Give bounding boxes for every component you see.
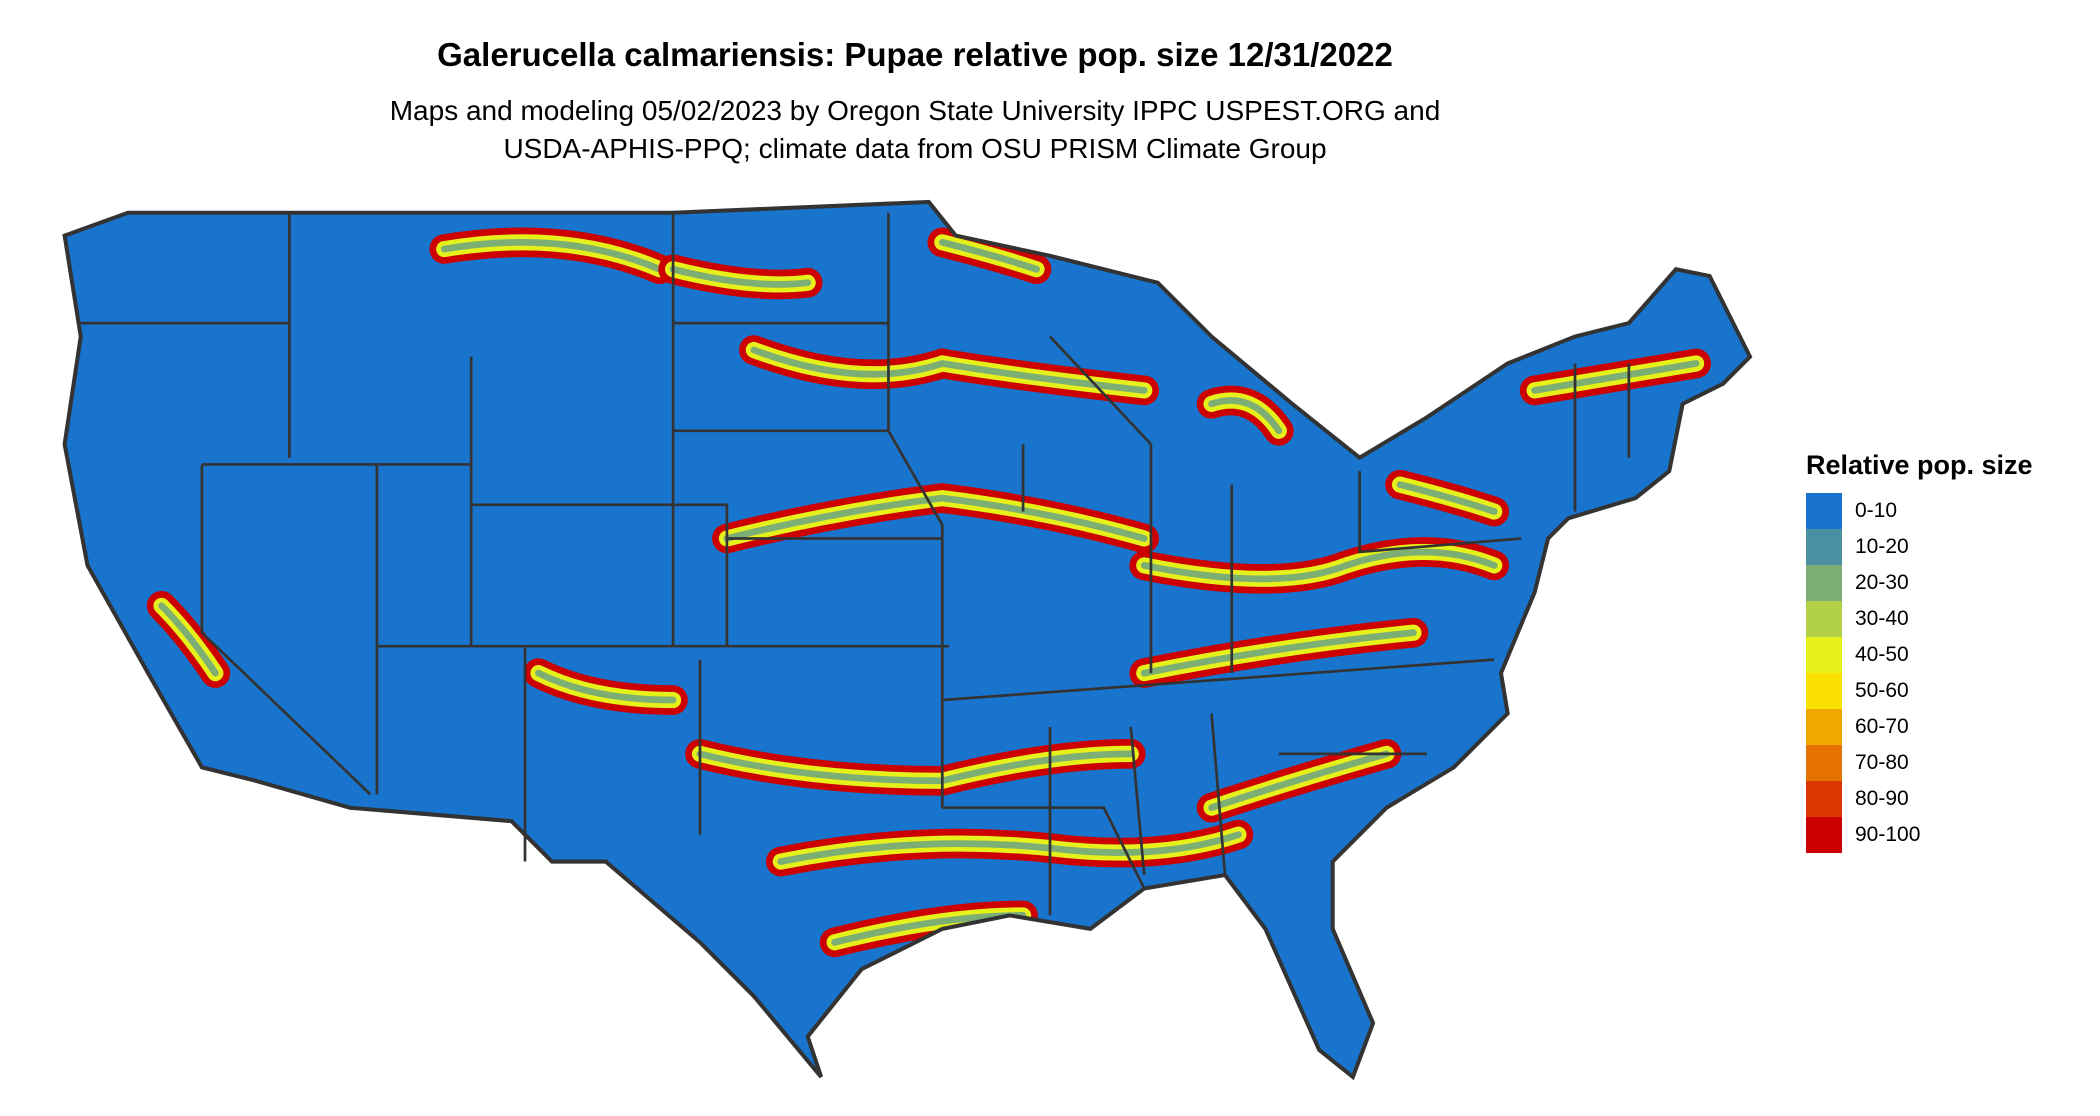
population-band [440,238,663,273]
legend-item: 50-60 [1806,673,2033,709]
legend-label: 40-50 [1855,643,1909,666]
legend-swatch [1806,817,1842,853]
legend-label: 0-10 [1855,499,1898,522]
subtitle-line-2: USDA-APHIS-PPQ; climate data from OSU PR… [503,133,1327,164]
legend-label: 20-30 [1855,571,1909,594]
legend-item: 10-20 [1806,529,2033,565]
population-band [723,494,1148,542]
legend-item: 30-40 [1806,601,2033,637]
legend-item: 80-90 [1806,781,2033,817]
legend-swatch [1806,745,1842,781]
legend-item: 70-80 [1806,745,2033,781]
population-band [669,265,812,288]
population-band [1140,548,1498,583]
legend-swatch [1806,529,1842,565]
map-subtitle: Maps and modeling 05/02/2023 by Oregon S… [0,92,1830,168]
legend-swatch [1806,565,1842,601]
subtitle-line-1: Maps and modeling 05/02/2023 by Oregon S… [389,95,1441,126]
legend-label: 80-90 [1855,787,1909,810]
legend-label: 10-20 [1855,535,1909,558]
population-band [938,238,1040,273]
legend-swatch [1806,601,1842,637]
legend-swatch [1806,493,1842,529]
population-band [777,831,1242,865]
legend-label: 30-40 [1855,607,1909,630]
legend-title: Relative pop. size [1806,450,2033,480]
population-band [1208,397,1283,435]
legend-label: 50-60 [1855,679,1909,702]
legend-label: 90-100 [1855,823,1921,846]
legend-label: 70-80 [1855,751,1909,774]
map-title: Galerucella calmariensis: Pupae relative… [437,36,1393,73]
legend-label: 60-70 [1855,715,1909,738]
population-band [1531,360,1700,394]
legend: Relative pop. size 0-10 10-20 20-30 30-40 40… [1806,450,2033,853]
legend-swatch [1806,637,1842,673]
population-band [158,602,219,677]
legend-item: 60-70 [1806,709,2033,745]
population-band [1140,629,1417,677]
legend-item: 40-50 [1806,637,2033,673]
legend-item: 20-30 [1806,565,2033,601]
legend-swatch [1806,781,1842,817]
legend-item: 0-10 [1806,493,2033,529]
legend-swatch [1806,673,1842,709]
state-borders [80,212,1631,916]
legend-swatch [1806,709,1842,745]
legend-item: 90-100 [1806,817,2033,853]
population-band [1208,750,1390,812]
population-band [535,669,677,704]
population-band [750,346,1148,394]
population-band [1396,481,1498,515]
